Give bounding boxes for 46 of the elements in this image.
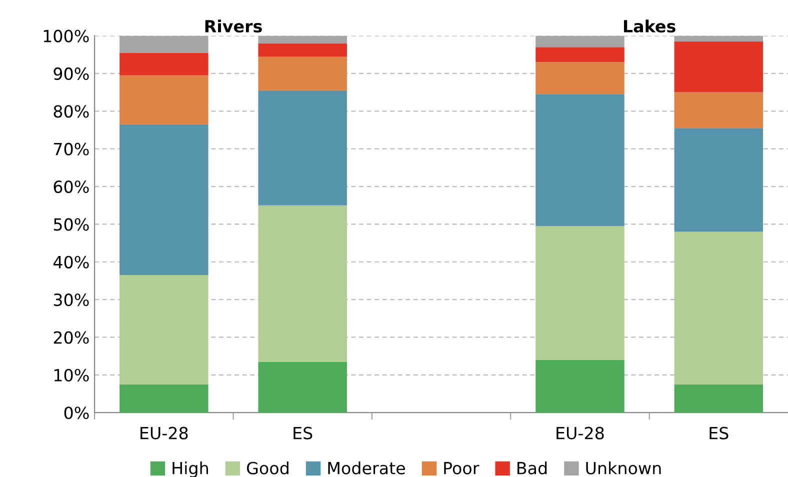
y-tick-label: 0%	[64, 406, 89, 420]
y-tick-label: 60%	[54, 180, 89, 194]
bar	[536, 47, 624, 62]
bar	[120, 75, 208, 124]
x-tick-label: ES	[710, 426, 728, 440]
bar	[536, 94, 624, 226]
y-tick-label: 80%	[54, 105, 89, 118]
bar	[120, 36, 208, 53]
legend-label: Bad	[518, 462, 547, 474]
bar	[674, 36, 764, 42]
bar	[674, 384, 764, 413]
legend-label: Moderate	[328, 462, 405, 474]
y-tick-label: 100%	[44, 30, 89, 42]
bar	[536, 226, 624, 360]
bar	[674, 41, 764, 92]
bar	[258, 43, 347, 56]
y-tick-label: 90%	[54, 67, 89, 80]
x-tick-label: EU-28	[140, 426, 188, 440]
legend-label: Poor	[444, 462, 480, 474]
bar	[258, 205, 347, 362]
bar	[258, 56, 347, 90]
y-tick-label: 70%	[54, 142, 89, 156]
bar	[258, 362, 347, 413]
bar	[120, 52, 208, 76]
bar	[536, 62, 624, 94]
text: Rivers	[205, 20, 262, 33]
text: Lakes	[624, 20, 676, 33]
bar	[120, 384, 208, 413]
y-tick-label: 20%	[54, 331, 89, 344]
y-tick-label: 10%	[54, 368, 89, 382]
bar	[120, 124, 208, 276]
y-tick-label: 50%	[54, 218, 89, 231]
bar	[258, 90, 347, 206]
bar	[536, 360, 624, 413]
bar	[536, 36, 624, 48]
bar	[674, 92, 764, 128]
legend-label: Unknown	[586, 462, 661, 474]
bar	[674, 232, 764, 384]
x-tick-label: ES	[294, 426, 312, 440]
y-tick-label: 30%	[54, 294, 89, 306]
y-tick-label: 40%	[53, 256, 89, 268]
legend-label: Good	[246, 462, 288, 474]
bar	[120, 275, 208, 384]
bar	[258, 36, 347, 44]
bar	[674, 128, 764, 232]
x-tick-label: EU-28	[556, 426, 604, 440]
